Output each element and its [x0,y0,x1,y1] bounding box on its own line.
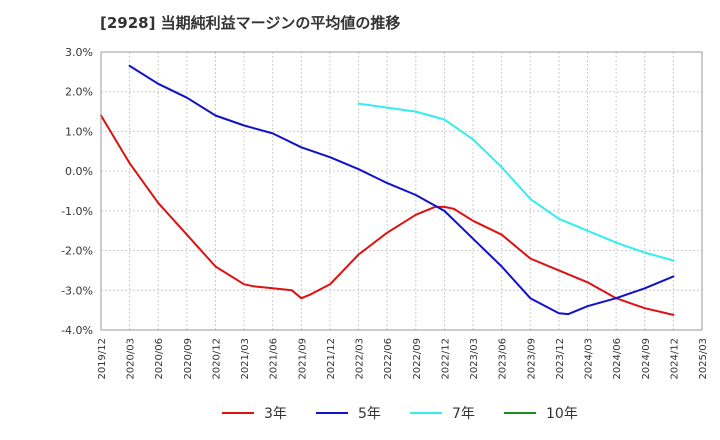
x-tick-label: 2025/03 [698,338,709,380]
legend-label: 7年 [452,406,475,422]
plot-area-border [100,51,703,331]
x-tick-label: 2020/12 [211,338,222,380]
chart-title: [2928] 当期純利益マージンの平均値の推移 [100,14,401,32]
series-line-7年 [357,102,675,262]
x-tick-label: 2022/09 [412,338,423,380]
x-tick-label: 2023/03 [469,338,480,380]
x-tick-label: 2024/09 [641,338,652,380]
y-tick-label: 2.0% [65,86,93,99]
x-tick-label: 2021/09 [297,338,308,380]
series-line-3年 [100,114,675,316]
x-tick-label: 2024/12 [669,338,680,380]
y-tick-label: 3.0% [65,46,93,59]
y-tick-label: -1.0% [61,205,93,218]
x-tick-label: 2023/09 [526,338,537,380]
legend-item: 7年 [410,406,475,422]
y-tick-label: -3.0% [61,284,93,297]
y-tick-label: -4.0% [61,324,93,337]
legend-item: 5年 [316,406,381,422]
y-tick-label: 0.0% [65,165,93,178]
y-axis-ticks: 3.0% 2.0% 1.0% 0.0% -1.0% -2.0% -3.0% -4.0% [61,46,93,337]
x-tick-label: 2020/03 [126,338,137,380]
y-tick-label: -2.0% [61,245,93,258]
x-tick-label: 2021/06 [269,338,280,380]
x-axis-ticks: 2019/12 2020/03 2020/06 2020/09 2020/12 2021/… [97,338,709,380]
grid-lines [100,51,703,331]
x-tick-label: 2022/03 [355,338,366,380]
legend-item: 10年 [504,406,578,422]
x-tick-label: 2024/03 [584,338,595,380]
x-tick-label: 2019/12 [97,338,108,380]
x-tick-label: 2024/06 [612,338,623,380]
x-tick-label: 2022/12 [440,338,451,380]
x-tick-label: 2021/12 [326,338,337,380]
legend-label: 10年 [546,406,578,422]
series-line-5年 [128,64,675,316]
legend-label: 5年 [358,406,381,422]
legend-item: 3年 [222,406,287,422]
legend: 3年 5年 7年 10年 [222,406,578,422]
legend-label: 3年 [264,406,287,422]
x-tick-label: 2022/06 [383,338,394,380]
x-tick-label: 2023/12 [555,338,566,380]
x-tick-label: 2020/09 [183,338,194,380]
y-tick-label: 1.0% [65,125,93,138]
x-tick-label: 2023/06 [498,338,509,380]
x-tick-label: 2020/06 [154,338,165,380]
x-tick-label: 2021/03 [240,338,251,380]
series-lines [100,64,675,316]
